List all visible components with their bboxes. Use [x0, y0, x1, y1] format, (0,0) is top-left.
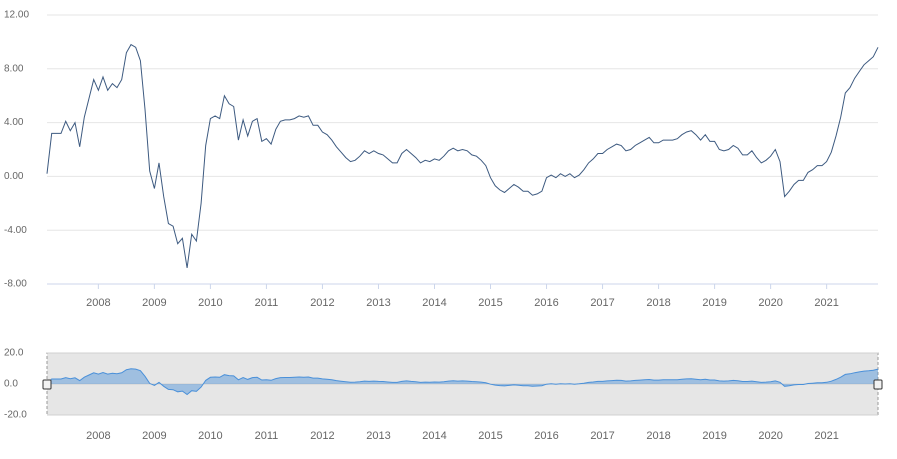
navigator-x-tick-label: 2016 — [534, 430, 558, 442]
x-tick-label: 2019 — [702, 297, 726, 309]
x-tick-label: 2010 — [198, 297, 222, 309]
y-tick-label: 12.00 — [4, 10, 29, 21]
x-tick-label: 2015 — [478, 297, 502, 309]
x-tick-label: 2017 — [590, 297, 614, 309]
x-tick-label: 2018 — [646, 297, 670, 309]
navigator-handle[interactable] — [873, 379, 883, 390]
navigator-x-tick-label: 2008 — [86, 430, 110, 442]
navigator-x-tick-label: 2013 — [366, 430, 390, 442]
navigator-x-tick-label: 2017 — [590, 430, 614, 442]
navigator-line — [46, 368, 879, 396]
navigator-handle[interactable] — [42, 379, 52, 390]
navigator-x-tick-label: 2014 — [422, 430, 446, 442]
x-tick-label: 2013 — [366, 297, 390, 309]
x-tick-label: 2021 — [814, 297, 838, 309]
navigator-x-tick-label: 2020 — [758, 430, 782, 442]
navigator-x-tick-label: 2015 — [478, 430, 502, 442]
y-tick-label: -8.00 — [4, 279, 27, 290]
x-tick-label: 2009 — [142, 297, 166, 309]
x-tick-label: 2008 — [86, 297, 110, 309]
x-tick-label: 2020 — [758, 297, 782, 309]
navigator-y-tick-label: 0.0 — [4, 379, 18, 390]
y-tick-label: 0.00 — [4, 171, 24, 182]
navigator-x-tick-label: 2019 — [702, 430, 726, 442]
navigator-x-tick-label: 2009 — [142, 430, 166, 442]
x-tick-label: 2011 — [255, 297, 279, 309]
x-tick-label: 2016 — [534, 297, 558, 309]
navigator-y-tick-label: 20.0 — [4, 348, 24, 359]
navigator-x-tick-label: 2012 — [310, 430, 334, 442]
navigator-x-tick-label: 2021 — [814, 430, 838, 442]
y-tick-label: 4.00 — [4, 117, 24, 128]
x-tick-label: 2014 — [422, 297, 446, 309]
y-tick-label: -4.00 — [4, 225, 27, 236]
y-tick-label: 8.00 — [4, 63, 24, 74]
navigator-x-tick-label: 2018 — [646, 430, 670, 442]
line-series — [46, 43, 879, 268]
navigator-y-tick-label: -20.0 — [4, 410, 27, 421]
x-tick-label: 2012 — [310, 297, 334, 309]
navigator-area — [47, 368, 878, 395]
navigator-x-tick-label: 2010 — [198, 430, 222, 442]
navigator-x-tick-label: 2011 — [255, 430, 279, 442]
